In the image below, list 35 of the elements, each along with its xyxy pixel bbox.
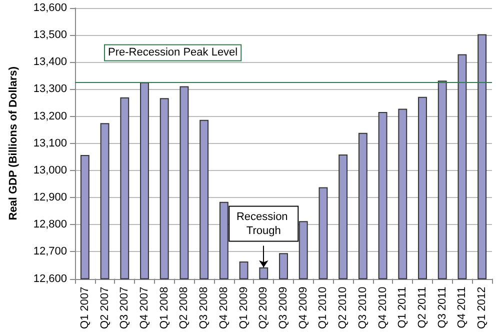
x-tick-label: Q4 2011 [456, 286, 468, 328]
x-tick-label: Q1 2010 [317, 286, 330, 329]
y-tick-label: 13,400 [33, 56, 67, 68]
y-tick-label: 13,100 [33, 137, 67, 150]
x-tick-label: Q3 2007 [118, 286, 131, 329]
x-tick-label: Q4 2007 [138, 286, 150, 329]
y-axis-title: Real GDP (Billions of Dollars) [8, 66, 20, 220]
x-tick-label: Q1 2009 [238, 286, 250, 329]
x-tick-label: Q3 2008 [198, 286, 210, 329]
y-tick-label: 13,500 [33, 29, 67, 42]
x-tick-label: Q1 2011 [396, 286, 409, 328]
x-tick-label: Q4 2008 [218, 286, 230, 329]
x-tick-label: Q1 2012 [476, 286, 488, 329]
x-tick-label: Q3 2009 [278, 286, 290, 329]
y-tick-label: 13,200 [33, 110, 67, 122]
x-tick-label: Q4 2009 [297, 286, 310, 329]
x-tick-label: Q2 2009 [258, 286, 270, 329]
y-tick-label: 13,600 [33, 2, 67, 14]
x-tick-label: Q1 2008 [158, 286, 170, 329]
y-tick-label: 12,900 [33, 192, 67, 204]
y-tick-label: 12,800 [33, 218, 67, 231]
x-tick-label: Q2 2008 [178, 286, 190, 329]
x-tick-label: Q2 2010 [337, 286, 350, 329]
y-tick-label: 13,300 [33, 83, 67, 96]
y-tick-label: 12,700 [33, 246, 67, 258]
x-tick-label: Q1 2007 [78, 286, 91, 329]
y-tick-label: 12,600 [33, 272, 67, 285]
y-tick-label: 13,000 [33, 164, 67, 176]
annotation: Recession Trough [236, 210, 291, 237]
x-tick-label: Q2 2007 [98, 286, 111, 329]
ref-line-label: Pre-Recession Peak Level [108, 46, 238, 59]
x-tick-label: Q2 2011 [416, 286, 428, 328]
x-tick-label: Q3 2011 [436, 286, 448, 328]
x-tick-label: Q4 2010 [376, 286, 389, 329]
x-tick-label: Q3 2010 [356, 286, 369, 329]
